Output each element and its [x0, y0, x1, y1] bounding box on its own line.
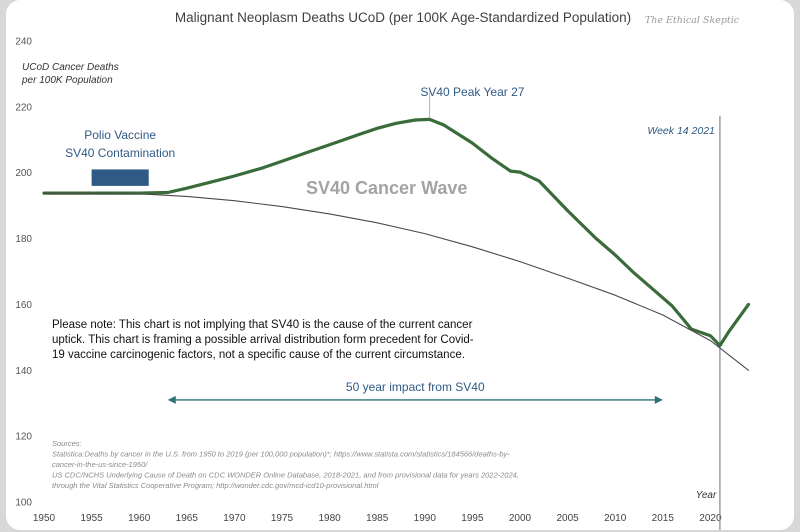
x-tick-label: 1995	[461, 513, 484, 524]
series-group	[42, 117, 751, 371]
x-tick-label: 1950	[33, 513, 56, 524]
x-tick-label: 1985	[366, 513, 389, 524]
impact-arrow-left-head	[167, 395, 176, 404]
impact-arrow-right-head	[654, 395, 663, 404]
x-tick-label: 2000	[509, 513, 532, 524]
polio-box	[91, 169, 149, 186]
x-axis-label: Year	[696, 490, 717, 501]
polio-label: Polio Vaccine	[84, 128, 156, 142]
note-line: uptick. This chart is framing a possible…	[52, 334, 474, 346]
source-line: Sources:	[52, 439, 82, 448]
y-tick-label: 180	[15, 234, 32, 245]
x-tick-label: 1975	[271, 513, 294, 524]
source-line: cancer-in-the-us-since-1950/	[52, 460, 148, 469]
x-tick-label: 1980	[318, 513, 341, 524]
chart-title: Malignant Neoplasm Deaths UCoD (per 100K…	[175, 10, 631, 25]
y-tick-label: 120	[15, 432, 32, 443]
series-line-trend	[43, 192, 750, 371]
x-tick-label: 1990	[414, 513, 437, 524]
note-line: Please note: This chart is not implying …	[52, 319, 473, 331]
note-line: 19 vaccine carcinogenic factors, not a s…	[52, 349, 465, 361]
x-tick-label: 2015	[652, 513, 675, 524]
y-tick-label: 100	[15, 498, 32, 509]
x-tick-label: 1955	[80, 513, 103, 524]
polio-label: SV40 Contamination	[65, 146, 175, 160]
watermark: The Ethical Skeptic	[645, 15, 740, 26]
x-tick-label: 1965	[176, 513, 199, 524]
source-line: Statistica:Deaths by cancer in the U.S. …	[52, 450, 510, 459]
line-chart: Malignant Neoplasm Deaths UCoD (per 100K…	[15, 10, 751, 530]
y-axis-label-line: per 100K Population	[21, 75, 113, 86]
y-tick-label: 160	[15, 300, 32, 311]
source-line: through the Vital Statistics Cooperative…	[52, 481, 379, 490]
source-line: US CDC/NCHS Underlying Cause of Death on…	[52, 471, 519, 480]
y-axis-label-line: UCoD Cancer Deaths	[22, 62, 119, 73]
x-tick-label: 2020	[699, 513, 722, 524]
x-tick-label: 1970	[223, 513, 246, 524]
y-tick-label: 140	[15, 366, 32, 377]
peak-label: SV40 Peak Year 27	[420, 85, 524, 99]
y-tick-label: 200	[15, 168, 32, 179]
y-tick-label: 220	[15, 102, 32, 113]
sources-block: Sources: Statistica:Deaths by cancer in t…	[52, 439, 519, 490]
y-axis-ticks: 100 120 140 160 180 200 220 240	[15, 37, 32, 509]
x-axis-ticks: 1950 1955 1960 1965 1970 1975 1980 1985 1990 1995…	[33, 513, 722, 524]
chart-frame: Malignant Neoplasm Deaths UCoD (per 100K…	[6, 0, 794, 530]
annotations: Polio Vaccine SV40 Contamination SV40 Peak…	[52, 85, 721, 530]
x-tick-label: 1960	[128, 513, 151, 524]
y-axis-label: UCoD Cancer Deaths per 100K Population	[21, 62, 119, 86]
x-tick-label: 2005	[556, 513, 579, 524]
series-line-actual	[42, 117, 751, 348]
y-tick-label: 240	[15, 37, 32, 48]
impact-label: 50 year impact from SV40	[346, 380, 485, 394]
x-tick-label: 2010	[604, 513, 627, 524]
week-label: Week 14 2021	[647, 125, 715, 137]
wave-label: SV40 Cancer Wave	[306, 178, 467, 198]
